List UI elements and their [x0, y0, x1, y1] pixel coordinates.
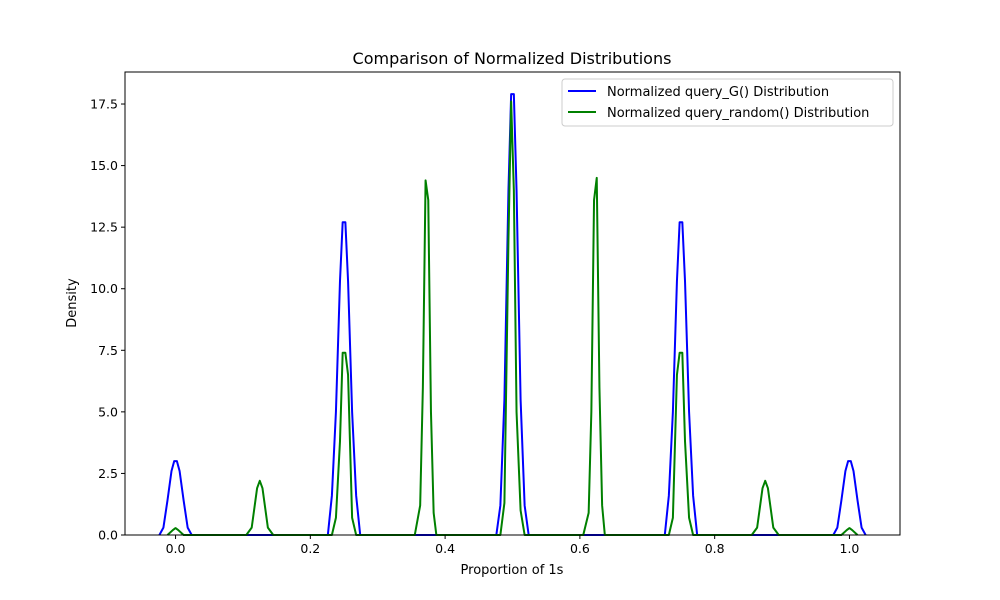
legend-label-query-random: Normalized query_random() Distribution: [607, 106, 869, 121]
y-axis-label: Density: [65, 278, 80, 328]
x-tick-label: 0.6: [570, 541, 590, 556]
y-axis-ticks: 0.0 2.5 5.0 7.5 10.0 12.5 15.0 17.5: [90, 97, 125, 543]
y-tick-label: 15.0: [90, 158, 118, 173]
chart-title: Comparison of Normalized Distributions: [353, 49, 672, 68]
x-tick-label: 0.2: [300, 541, 320, 556]
legend-label-query-g: Normalized query_G() Distribution: [607, 85, 829, 100]
legend-box: [561, 78, 894, 127]
series-line-1: [166, 100, 859, 536]
y-tick-label: 5.0: [98, 404, 118, 419]
y-tick-label: 12.5: [90, 220, 118, 235]
y-tick-label: 2.5: [98, 466, 118, 481]
y-tick-label: 0.0: [98, 528, 118, 543]
y-tick-label: 10.0: [90, 281, 118, 296]
x-axis-label: Proportion of 1s: [461, 563, 564, 578]
legend: Normalized query_G() Distribution Normal…: [561, 78, 894, 127]
plot-lines: [158, 93, 867, 536]
y-tick-label: 17.5: [90, 97, 118, 112]
x-tick-label: 1.0: [840, 541, 860, 556]
x-axis-ticks: 0.0 0.2 0.4 0.6 0.8 1.0: [166, 535, 860, 556]
series-line-0: [158, 93, 867, 536]
x-tick-label: 0.8: [705, 541, 725, 556]
x-tick-label: 0.0: [166, 541, 186, 556]
y-tick-label: 7.5: [98, 343, 118, 358]
x-tick-label: 0.4: [435, 541, 455, 556]
axes-frame: [124, 71, 901, 536]
